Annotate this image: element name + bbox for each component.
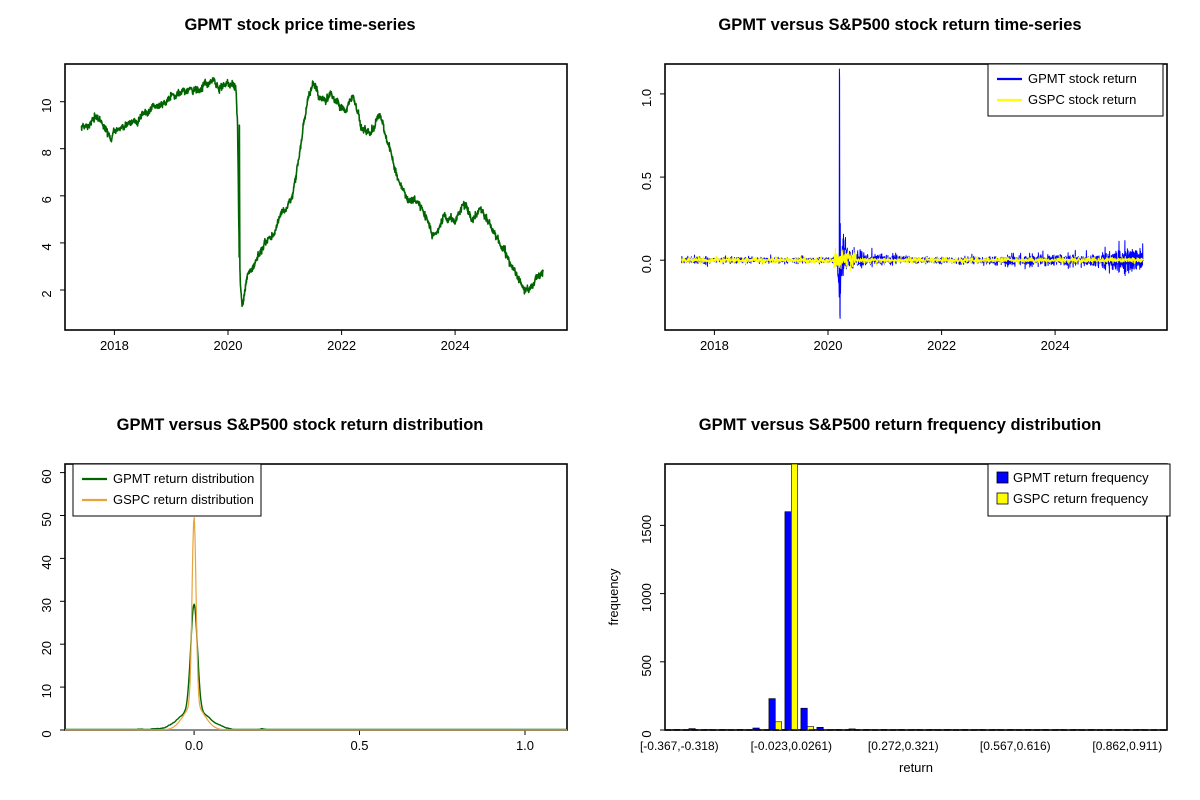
svg-text:50: 50 [39,512,54,526]
svg-text:10: 10 [39,98,54,112]
svg-text:20: 20 [39,641,54,655]
svg-text:1.0: 1.0 [516,738,534,753]
svg-text:0.0: 0.0 [185,738,203,753]
svg-text:6: 6 [39,196,54,203]
svg-text:GPMT versus S&P500 return freq: GPMT versus S&P500 return frequency dist… [699,416,1102,434]
svg-text:GPMT versus S&P500 stock retur: GPMT versus S&P500 stock return distribu… [117,416,484,434]
svg-text:GPMT stock return: GPMT stock return [1028,71,1137,86]
svg-text:60: 60 [39,469,54,483]
svg-text:0.5: 0.5 [350,738,368,753]
svg-text:2024: 2024 [441,338,470,353]
svg-text:GPMT return distribution: GPMT return distribution [113,471,254,486]
svg-text:GPMT versus S&P500 stock retur: GPMT versus S&P500 stock return time-ser… [718,16,1081,34]
svg-text:2024: 2024 [1041,338,1070,353]
svg-text:0: 0 [39,730,54,737]
svg-text:return: return [899,760,933,775]
svg-text:10: 10 [39,684,54,698]
svg-text:0.0: 0.0 [639,255,654,273]
svg-text:[0.567,0.616): [0.567,0.616) [980,739,1051,753]
svg-text:GSPC return frequency: GSPC return frequency [1013,491,1149,506]
svg-text:2018: 2018 [100,338,129,353]
svg-text:30: 30 [39,598,54,612]
svg-text:40: 40 [39,555,54,569]
svg-text:2018: 2018 [700,338,729,353]
svg-text:1500: 1500 [639,515,654,544]
svg-text:500: 500 [639,655,654,677]
svg-text:2022: 2022 [327,338,356,353]
svg-text:frequency: frequency [606,568,621,626]
svg-text:GSPC return distribution: GSPC return distribution [113,492,254,507]
svg-text:[-0.023,0.0261): [-0.023,0.0261) [751,739,832,753]
svg-text:[-0.367,-0.318): [-0.367,-0.318) [640,739,719,753]
svg-text:0.5: 0.5 [639,172,654,190]
svg-text:2: 2 [39,290,54,297]
svg-text:1000: 1000 [639,583,654,612]
svg-text:8: 8 [39,149,54,156]
svg-text:2020: 2020 [814,338,843,353]
svg-text:2022: 2022 [927,338,956,353]
svg-text:0: 0 [639,730,654,737]
svg-text:GPMT stock price time-series: GPMT stock price time-series [184,16,415,34]
svg-text:4: 4 [39,243,54,250]
svg-text:2020: 2020 [214,338,243,353]
svg-text:[0.862,0.911): [0.862,0.911) [1092,739,1162,753]
svg-text:1.0: 1.0 [639,89,654,107]
svg-text:[0.272,0.321): [0.272,0.321) [868,739,939,753]
svg-text:GSPC stock return: GSPC stock return [1028,92,1136,107]
svg-text:GPMT return frequency: GPMT return frequency [1013,470,1149,485]
